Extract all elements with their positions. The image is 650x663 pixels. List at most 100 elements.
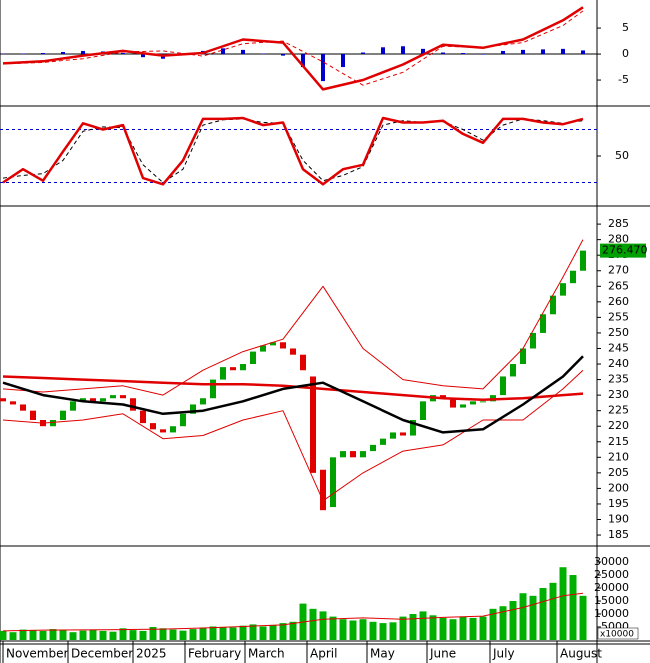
bar <box>179 630 187 640</box>
x-tick-label: June <box>429 647 456 661</box>
bar <box>479 616 487 640</box>
bar <box>199 627 207 640</box>
x-tick-label: July <box>492 647 515 661</box>
bar <box>139 630 147 640</box>
bar <box>489 608 497 640</box>
candle <box>550 295 556 315</box>
bar <box>69 632 77 640</box>
y-tick-label: 265 <box>608 279 629 292</box>
candle <box>150 423 156 430</box>
bar <box>0 630 7 640</box>
bar <box>81 50 85 55</box>
y-tick-label: 195 <box>608 497 629 510</box>
candle <box>330 457 336 508</box>
candle <box>200 398 206 405</box>
last-price-label: 276.470 <box>602 244 648 257</box>
candle <box>190 404 196 414</box>
candle <box>160 429 166 433</box>
candle <box>310 376 316 473</box>
bar <box>501 50 505 55</box>
unit-box <box>597 627 639 640</box>
candle <box>480 401 486 403</box>
bar <box>469 617 477 640</box>
bar <box>539 588 547 640</box>
candle <box>30 410 36 420</box>
y-tick-label: 245 <box>608 341 629 354</box>
bar <box>239 625 247 640</box>
bar <box>461 53 465 55</box>
bar <box>309 608 317 640</box>
y-tick-label: 200 <box>608 481 629 494</box>
y-tick-label: -5 <box>618 73 629 86</box>
y-tick-label: 255 <box>608 310 629 323</box>
bar <box>261 53 265 55</box>
x-tick-label: March <box>248 647 285 661</box>
bar <box>399 616 407 640</box>
bar <box>401 46 405 55</box>
y-tick-label: 0 <box>622 47 629 60</box>
bar <box>119 628 127 640</box>
candle <box>470 401 476 405</box>
y-tick-label: 285 <box>608 217 629 230</box>
y-tick-label: 10000 <box>594 607 629 620</box>
y-tick-label: 230 <box>608 388 629 401</box>
y-tick-label: 250 <box>608 326 629 339</box>
candle <box>500 376 506 396</box>
y-tick-label: 280 <box>608 233 629 246</box>
bar <box>439 617 447 640</box>
bar <box>441 52 445 55</box>
bar <box>229 627 237 640</box>
line-series <box>2 369 584 502</box>
candle <box>10 401 16 405</box>
candle <box>70 401 76 411</box>
candle <box>450 398 456 408</box>
y-tick-label: 20000 <box>594 581 629 594</box>
bar <box>579 595 587 640</box>
bar <box>581 50 585 55</box>
bar <box>269 624 277 640</box>
bar <box>541 49 545 55</box>
candle <box>510 364 516 377</box>
y-tick-label: 220 <box>608 419 629 432</box>
line-series <box>2 375 584 402</box>
x-tick-label: May <box>370 647 395 661</box>
bar <box>219 627 227 640</box>
bar <box>349 620 357 640</box>
bar <box>289 621 297 640</box>
candle <box>360 451 366 458</box>
candle <box>0 398 6 402</box>
y-tick-label: 5 <box>622 21 629 34</box>
bar <box>459 616 467 640</box>
candle <box>280 342 286 349</box>
bar <box>559 567 567 640</box>
bar <box>481 54 485 55</box>
candle <box>90 398 96 402</box>
y-tick-label: 235 <box>608 373 629 386</box>
bar <box>549 582 557 640</box>
unit-label: x10000 <box>600 630 634 640</box>
candle <box>340 451 346 458</box>
bar <box>421 48 425 55</box>
bar <box>99 630 107 640</box>
bar <box>321 54 325 82</box>
bar <box>389 622 397 640</box>
bar <box>279 623 287 640</box>
x-tick-label: April <box>310 647 337 661</box>
x-tick-label: August <box>560 647 602 661</box>
x-tick-label: February <box>188 647 241 661</box>
candle <box>220 367 226 380</box>
bar <box>21 53 25 55</box>
y-tick-label: 205 <box>608 466 629 479</box>
candle <box>180 413 186 427</box>
candle <box>100 398 106 402</box>
candle <box>240 364 246 371</box>
candle <box>80 398 86 402</box>
last-price-box <box>600 243 646 258</box>
x-tick-label: December <box>71 647 133 661</box>
candle <box>530 332 536 349</box>
bar <box>529 595 537 640</box>
line-series <box>2 355 584 434</box>
y-tick-label: 270 <box>608 264 629 277</box>
bar <box>29 630 37 640</box>
bar <box>121 53 125 55</box>
